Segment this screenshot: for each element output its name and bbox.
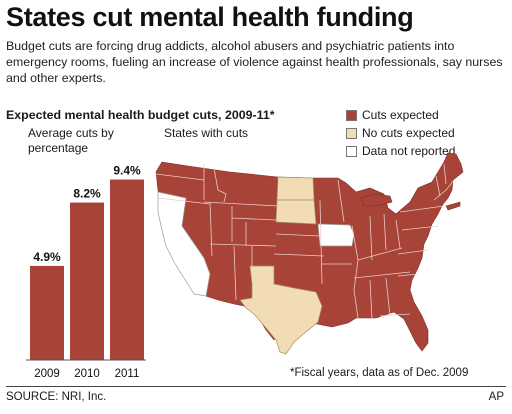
border-indiana-ohio [383,213,387,251]
map-label: States with cuts [164,126,249,140]
map-state-texas [239,265,323,355]
footnote: *Fiscal years, data as of Dec. 2009 [290,367,469,379]
border-georgia-carolinas [397,273,419,277]
border-four-corners [209,243,277,247]
border-mississippi-alabama [369,279,373,321]
legend-label: Data not reported [362,144,456,158]
map-state-iowa [317,223,355,247]
border-ohio-river [357,247,403,261]
border-oregon-california [157,197,211,205]
bar-value-label: 8.2% [73,187,101,201]
us-map [155,152,464,355]
divider [6,386,506,387]
x-tick-label: 2009 [34,368,60,380]
bar-2010 [70,202,104,360]
legend-label: Cuts expected [362,108,439,122]
x-tick-label: 2011 [115,368,140,380]
map-state-north-dakota [276,176,315,201]
headline: States cut mental health funding [6,2,414,32]
legend: Cuts expected No cuts expected Data not … [346,106,455,160]
border-illinois-indiana [369,215,373,261]
border-maine [443,163,447,185]
map-long-island [445,201,461,211]
border-tennessee-south [353,271,411,279]
border-montana-idaho [213,167,227,203]
border-northern-tier [203,201,279,207]
map-state-california [157,191,211,297]
border-virginia-north-carolina [397,249,429,255]
border-pennsylvania-south [401,225,439,231]
legend-swatch-cuts-expected [346,109,357,121]
border-vermont-new-hampshire [435,175,441,197]
bar-chart: 4.9% 2009 8.2% 2010 9.4% 2011 [26,164,146,380]
border-alabama-georgia [385,277,391,317]
map-state-south-dakota [275,199,317,225]
map-michigan-upper [359,193,393,207]
map-states-cuts-expected [155,152,464,352]
border-new-england [433,179,455,201]
legend-item-no-cuts-expected: No cuts expected [346,124,455,142]
map-state-borders [155,163,455,321]
agency-credit: AP [488,391,504,403]
border-west-virginia [395,219,401,249]
legend-swatch-not-reported [346,145,357,157]
border-washington-oregon [155,173,205,181]
border-wyoming-colorado [231,217,277,221]
legend-item-cuts-expected: Cuts expected [346,106,455,124]
border-nevada-utah [209,201,213,257]
source-credit: SOURCE: NRI, Inc. [6,391,107,403]
border-pennsylvania-new-york [399,205,445,213]
border-nebraska-kansas [275,233,321,237]
chart-title: Expected mental health budget cuts, 2009… [6,108,275,122]
intro-text: Budget cuts are forcing drug addicts, al… [6,39,503,85]
legend-item-not-reported: Data not reported [346,142,455,160]
border-florida [379,313,411,317]
x-tick-label: 2010 [74,368,100,380]
bar-value-label: 9.4% [113,164,141,178]
border-plains-east [319,199,323,285]
border-mississippi-river [351,225,359,319]
bar-2011 [110,179,144,360]
border-arizona-new-mexico [233,245,237,301]
bar-value-label: 4.9% [33,250,61,264]
border-kansas-oklahoma [273,253,325,257]
border-minnesota-wisconsin [337,179,345,223]
legend-swatch-no-cuts-expected [346,127,357,139]
bar-2009 [30,265,64,360]
bar-chart-label: Average cuts by percentage [28,126,114,155]
legend-label: No cuts expected [362,126,455,140]
